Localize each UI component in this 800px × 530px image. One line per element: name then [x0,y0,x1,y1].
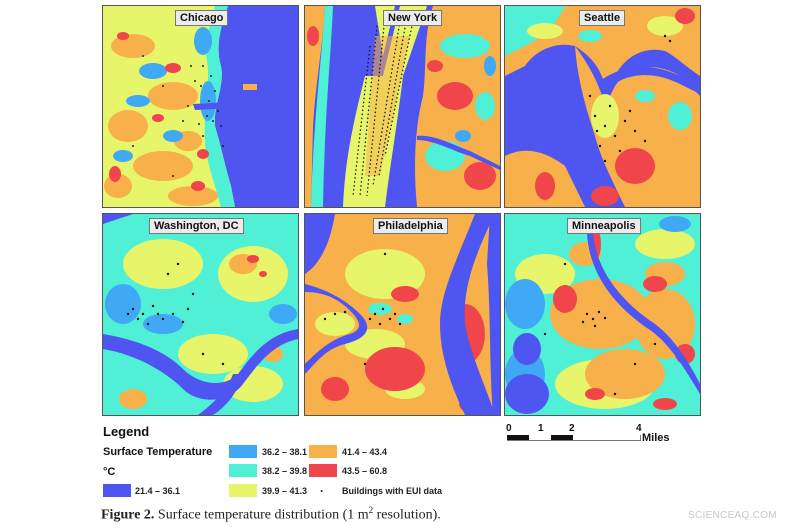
scale-tick-4: 4 [636,423,642,434]
map-panel-washington-dc: Washington, DC [102,213,299,416]
legend-range-class-5: 41.4 – 43.4 [342,447,388,457]
scale-segment-3 [551,435,573,440]
watermark: SCIENCEAQ.COM [688,510,777,521]
legend-swatch-class-4 [229,484,257,497]
heatmap-philadelphia [305,214,500,415]
scale-unit: Miles [642,432,670,444]
legend-variable: Surface Temperature [103,446,213,458]
scale-segment-1 [507,435,529,440]
city-label-minneapolis: Minneapolis [567,218,641,234]
city-label-seattle: Seattle [579,10,626,26]
legend-title: Legend [103,424,150,439]
legend-range-class-2: 36.2 – 38.1 [262,447,308,457]
map-panel-seattle: Seattle [504,5,701,208]
heatmap-washington-dc [103,214,298,415]
heatmap-chicago [103,6,298,207]
legend-range-class-4: 39.9 – 41.3 [262,486,308,496]
legend-buildings-label: Buildings with EUI data [342,486,443,496]
map-panel-minneapolis: Minneapolis [504,213,701,416]
heatmap-minneapolis [505,214,700,415]
caption-text-2: resolution). [373,507,441,523]
scale-tick-2: 2 [569,423,575,434]
map-panel-new-york: New York [304,5,501,208]
legend-swatch-class-2 [229,445,257,458]
legend-swatch-class-6 [309,464,337,477]
map-panel-philadelphia: Philadelphia [304,213,501,416]
legend-swatch-class-5 [309,445,337,458]
scale-tick-0: 0 [506,423,512,434]
legend-unit: °C [103,466,116,478]
city-label-chicago: Chicago [175,10,229,26]
legend-swatch-class-1 [103,484,131,497]
city-label-philadelphia: Philadelphia [373,218,448,234]
city-label-washington-dc: Washington, DC [149,218,244,234]
map-panel-chicago: Chicago [102,5,299,208]
legend-building-dot-icon: · [320,484,324,498]
scale-bar [507,435,641,441]
heatmap-seattle [505,6,700,207]
figure-caption: Figure 2. Surface temperature distributi… [101,505,441,524]
caption-text-1: Surface temperature distribution (1 m [154,507,369,523]
legend-range-class-6: 43.5 – 60.8 [342,466,388,476]
scale-tick-1: 1 [538,423,544,434]
heatmap-new-york [305,6,500,207]
caption-label: Figure 2. [101,507,155,523]
caption-superscript: 2 [368,505,374,515]
city-label-new-york: New York [383,10,443,26]
legend-range-class-1: 21.4 – 36.1 [135,486,181,496]
legend-range-class-3: 38.2 – 39.8 [262,466,308,476]
legend-swatch-class-3 [229,464,257,477]
